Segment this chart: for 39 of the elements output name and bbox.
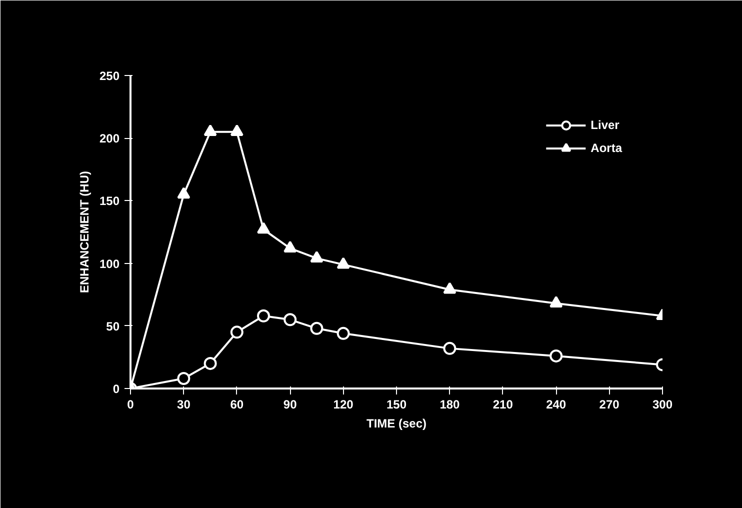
point xyxy=(336,257,350,269)
point xyxy=(336,326,350,340)
point xyxy=(257,309,270,322)
y-tick-label: 50 xyxy=(106,319,120,334)
legend-label: Aorta xyxy=(590,141,622,155)
x-tick-label: 150 xyxy=(386,398,407,412)
point xyxy=(177,372,190,385)
point xyxy=(177,187,190,199)
point xyxy=(550,296,563,308)
x-tick-label: 180 xyxy=(440,398,460,412)
y-axis-title: ENHANCEMENT (HU) xyxy=(77,170,92,293)
y-tick-label: 150 xyxy=(99,194,120,208)
legend-label: Liver xyxy=(590,118,620,132)
x-axis-title: TIME (sec) xyxy=(366,416,427,430)
point xyxy=(204,356,217,370)
y-tick-label: 100 xyxy=(99,256,120,271)
point xyxy=(230,326,244,339)
point xyxy=(310,322,324,335)
x-tick-label: 60 xyxy=(230,398,244,412)
x-tick-label: 90 xyxy=(283,398,298,412)
y-tick-label: 0 xyxy=(112,382,120,396)
point xyxy=(310,250,324,262)
x-tick-label: 240 xyxy=(546,398,566,412)
point xyxy=(284,313,297,326)
y-tick-label: 200 xyxy=(99,132,120,146)
point xyxy=(443,342,456,355)
point xyxy=(204,124,217,136)
x-tick-label: 300 xyxy=(652,398,673,412)
point xyxy=(230,124,244,136)
point xyxy=(284,240,297,252)
point xyxy=(443,282,456,294)
point xyxy=(257,222,270,234)
x-tick-label: 120 xyxy=(333,398,354,412)
x-tick-label: 210 xyxy=(492,398,514,412)
point xyxy=(550,349,563,362)
x-tick-label: 0 xyxy=(127,398,134,412)
y-tick-label: 250 xyxy=(99,69,120,83)
x-tick-label: 30 xyxy=(177,398,191,412)
x-tick-label: 270 xyxy=(599,398,620,412)
